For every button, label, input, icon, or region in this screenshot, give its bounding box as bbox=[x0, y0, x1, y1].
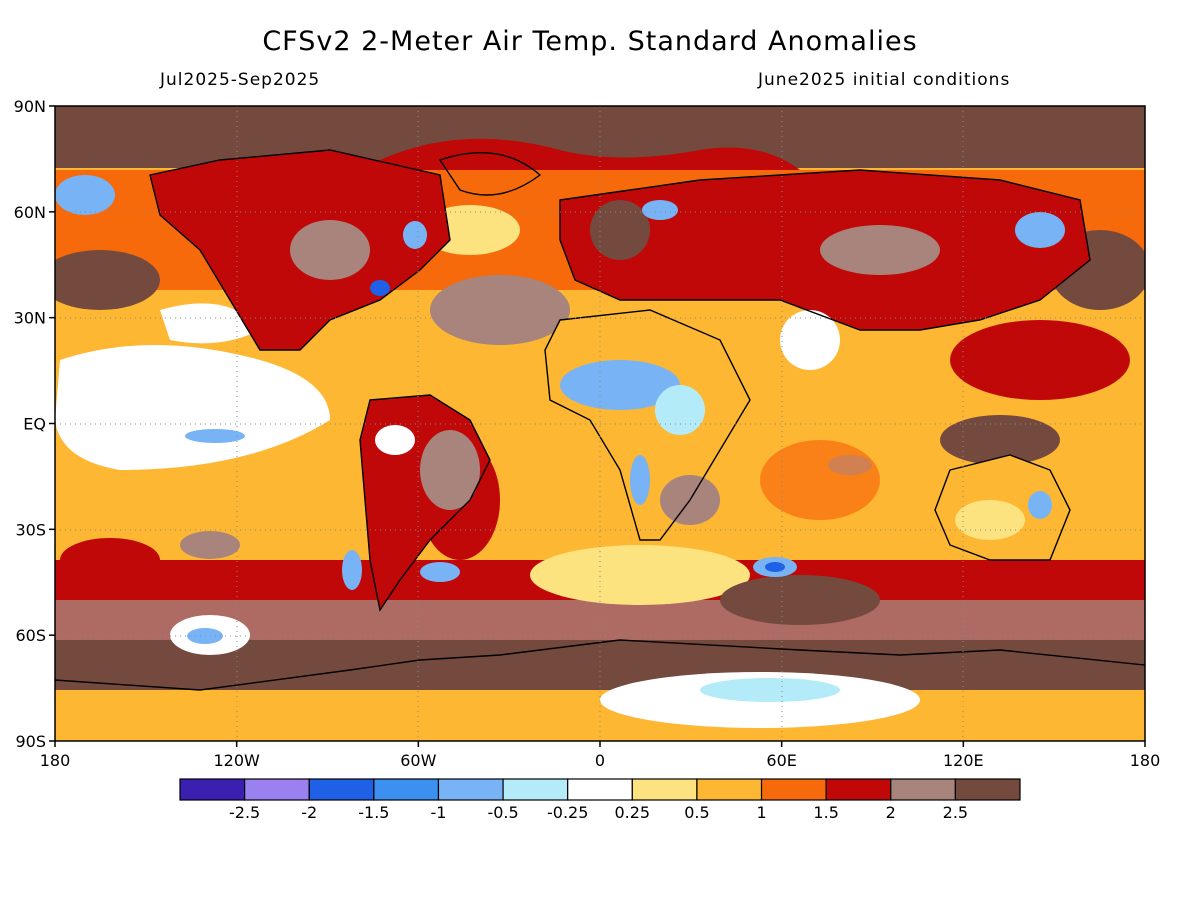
coast-africa bbox=[544, 309, 751, 541]
lat-tick-label: 60N bbox=[14, 203, 46, 222]
na-cool-spot-2 bbox=[403, 221, 427, 249]
legend-swatch bbox=[631, 778, 698, 801]
lon-tick-label: 0 bbox=[595, 751, 605, 770]
scandinavia-cool bbox=[642, 200, 678, 220]
lon-tick-label: 180 bbox=[1130, 751, 1161, 770]
legend-label: 1.5 bbox=[813, 803, 838, 822]
antarctic-edge bbox=[55, 690, 1145, 741]
color-legend: -2.5 -2 -1.5 -1 -0.5 -0.25 0.25 0.5 1 1.5 2 2.5 bbox=[179, 778, 1021, 822]
asia-hot-band bbox=[820, 225, 940, 275]
east-pacific-neutral-2 bbox=[160, 303, 260, 344]
latitude-axis: 90N 60N 30N EQ 30S 60S 90S bbox=[14, 97, 55, 751]
lon-tick-label: 60E bbox=[766, 751, 796, 770]
legend-swatch bbox=[696, 778, 763, 801]
indian-warm bbox=[760, 440, 880, 520]
legend-label: 2.5 bbox=[943, 803, 968, 822]
arctic-gap bbox=[360, 138, 800, 170]
sa-neutral-north bbox=[375, 425, 415, 455]
europe-hot bbox=[590, 200, 650, 260]
lon-tick-label: 120W bbox=[213, 751, 260, 770]
forecast-period: Jul2025-Sep2025 bbox=[160, 70, 321, 90]
lat-tick-label: 60S bbox=[15, 626, 46, 645]
initial-conditions: June2025 initial conditions bbox=[758, 70, 1011, 90]
legend-swatch bbox=[308, 778, 375, 801]
legend-swatch bbox=[760, 778, 827, 801]
coast-antarctica bbox=[55, 639, 1145, 691]
legend-label: -1 bbox=[430, 803, 446, 822]
legend-swatch bbox=[244, 778, 310, 801]
coast-australia bbox=[934, 454, 1071, 561]
lon-tick-label: 120E bbox=[943, 751, 984, 770]
east-africa-cool bbox=[655, 385, 705, 435]
legend-swatch bbox=[437, 778, 504, 801]
map-title: CFSv2 2-Meter Air Temp. Standard Anomali… bbox=[262, 26, 918, 57]
na-cool-spot bbox=[370, 280, 390, 296]
lat-tick-label: 30S bbox=[15, 520, 46, 539]
coast-south-america bbox=[359, 394, 491, 612]
south-atlantic-mild bbox=[530, 545, 750, 605]
south-pacific-warm bbox=[60, 538, 160, 582]
legend-label: -0.25 bbox=[547, 803, 588, 822]
legend-swatch bbox=[179, 778, 246, 801]
south-atlantic-cool bbox=[420, 562, 460, 582]
bering-cool bbox=[55, 175, 115, 215]
australia-cool bbox=[1028, 491, 1052, 519]
antarctic-cool-core bbox=[700, 678, 840, 702]
north-atlantic-hot bbox=[430, 275, 570, 345]
sahel-cool bbox=[560, 360, 680, 410]
maritime-hot bbox=[940, 415, 1060, 465]
angola-cool bbox=[630, 455, 650, 505]
lat-tick-label: 90S bbox=[15, 732, 46, 751]
coast-eurasia bbox=[559, 169, 1091, 331]
india-neutral bbox=[780, 310, 840, 370]
east-asia-cool bbox=[1015, 212, 1065, 248]
indian-cool-core bbox=[765, 562, 785, 572]
pacific-cool-spot bbox=[185, 429, 245, 443]
longitude-axis: 180 120W 60W 0 60E 120E 180 bbox=[40, 741, 1161, 770]
australia-mild bbox=[955, 500, 1025, 540]
north-pacific-hot bbox=[55, 250, 160, 310]
west-pacific-warm bbox=[950, 320, 1130, 400]
legend-swatch bbox=[567, 778, 633, 801]
legend-label: 2 bbox=[886, 803, 896, 822]
legend-label: 0.25 bbox=[614, 803, 650, 822]
legend-swatch bbox=[825, 778, 892, 801]
lat-tick-label: EQ bbox=[23, 415, 46, 434]
east-pacific-neutral bbox=[55, 345, 330, 470]
south-indian-hot bbox=[720, 575, 880, 625]
grid-lines bbox=[55, 106, 1145, 741]
legend-swatch bbox=[373, 778, 440, 801]
lon-tick-label: 180 bbox=[40, 751, 71, 770]
lat-tick-label: 30N bbox=[14, 309, 46, 328]
legend-label: 0.5 bbox=[684, 803, 709, 822]
legend-label: -2 bbox=[301, 803, 317, 822]
legend-label: 1 bbox=[756, 803, 766, 822]
map-field bbox=[55, 106, 1145, 741]
coast-greenland bbox=[438, 152, 542, 196]
coast-north-america bbox=[149, 149, 451, 351]
coastlines bbox=[55, 149, 1145, 691]
south-pacific-hot bbox=[180, 531, 240, 559]
legend-swatch bbox=[502, 778, 569, 801]
na-hot-interior bbox=[290, 220, 370, 280]
legend-label: -2.5 bbox=[229, 803, 260, 822]
sa-cool-west bbox=[342, 550, 362, 590]
legend-label: -1.5 bbox=[358, 803, 389, 822]
lat-tick-label: 90N bbox=[14, 97, 46, 116]
sa-hot-interior bbox=[420, 430, 480, 510]
legend-swatch bbox=[954, 778, 1021, 801]
legend-swatch bbox=[890, 778, 956, 801]
legend-label: -0.5 bbox=[487, 803, 518, 822]
lon-tick-label: 60W bbox=[400, 751, 436, 770]
